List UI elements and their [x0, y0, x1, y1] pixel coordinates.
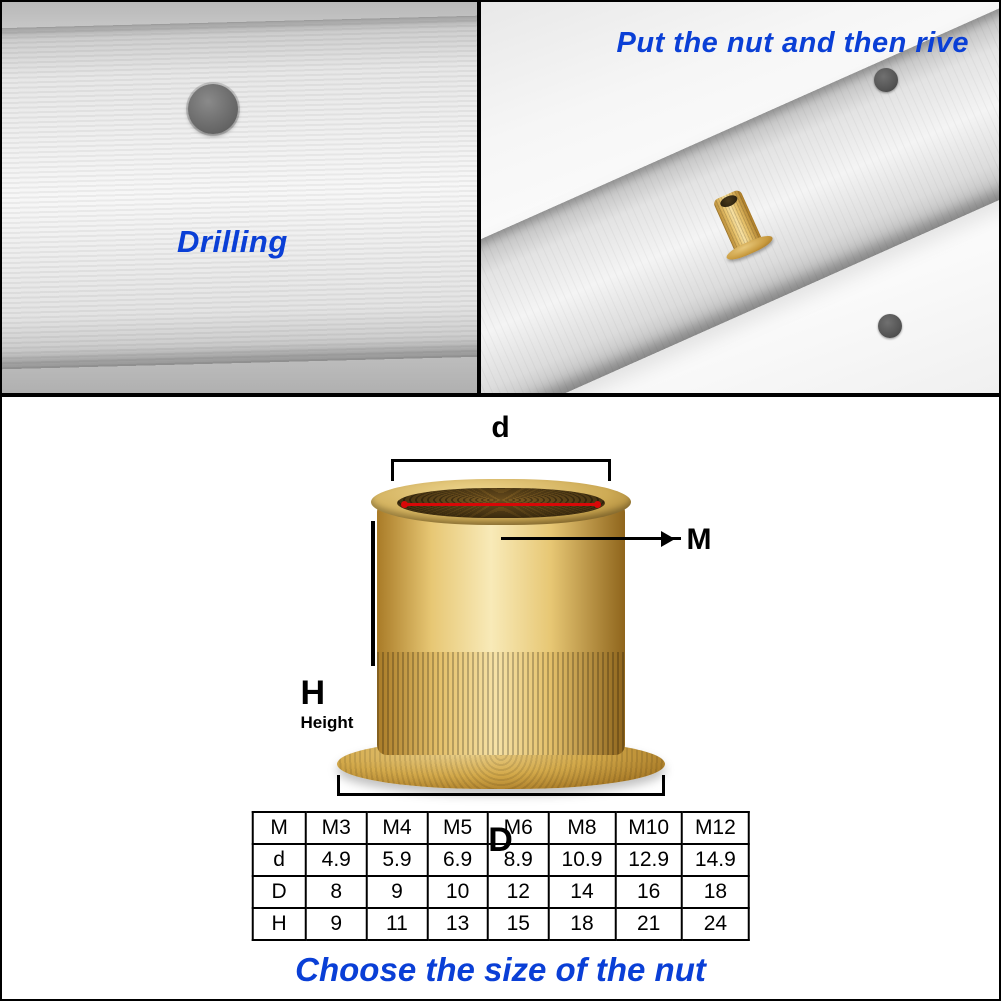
dimension-section: d H Height	[2, 397, 999, 999]
bar-hole-bottom	[878, 314, 902, 338]
table-cell: 8	[306, 876, 367, 908]
dim-d-bracket	[391, 447, 611, 473]
bar-hole-top	[874, 68, 898, 92]
metal-bar-photo	[2, 15, 481, 370]
step-label-insert: Put the nut and then rive	[617, 27, 969, 60]
table-cell: 16	[615, 876, 682, 908]
table-cell: 14	[549, 876, 616, 908]
table-cell: M3	[306, 812, 367, 844]
table-cell: 13	[427, 908, 488, 940]
step-label-drilling: Drilling	[177, 224, 288, 260]
table-cell: M	[252, 812, 306, 844]
infographic-container: Drilling Put the nut and then rive d H	[0, 0, 1001, 1001]
dim-m-label: M	[687, 523, 712, 557]
table-cell: M12	[682, 812, 749, 844]
table-cell: M8	[549, 812, 616, 844]
step-insert-panel: Put the nut and then rive	[481, 2, 999, 393]
table-cell: 18	[549, 908, 616, 940]
table-cell: 8.9	[488, 844, 549, 876]
table-cell: 9	[367, 876, 428, 908]
table-cell: 24	[682, 908, 749, 940]
table-cell: M6	[488, 812, 549, 844]
table-cell: d	[252, 844, 306, 876]
dim-m-redline	[403, 503, 599, 506]
table-cell: M10	[615, 812, 682, 844]
step-drilling-panel: Drilling	[2, 2, 481, 393]
table-cell: 10	[427, 876, 488, 908]
table-cell: D	[252, 876, 306, 908]
table-row: D 8 9 10 12 14 16 18	[252, 876, 749, 908]
table-row: M M3 M4 M5 M6 M8 M10 M12	[252, 812, 749, 844]
dim-d-label: d	[241, 411, 761, 445]
drilled-hole	[188, 84, 238, 134]
top-steps-row: Drilling Put the nut and then rive	[2, 2, 999, 397]
table-cell: M5	[427, 812, 488, 844]
table-cell: 12	[488, 876, 549, 908]
table-cell: H	[252, 908, 306, 940]
dimension-stage: d H Height	[241, 411, 761, 860]
rivet-nut-diagram	[351, 479, 651, 789]
size-table: M M3 M4 M5 M6 M8 M10 M12 d 4.9 5.9 6.9 8…	[251, 811, 750, 941]
table-cell: M4	[367, 812, 428, 844]
dim-m-arrow	[501, 537, 681, 540]
dim-h-label: H	[301, 674, 354, 713]
table-cell: 10.9	[549, 844, 616, 876]
table-cell: 9	[306, 908, 367, 940]
table-cell: 12.9	[615, 844, 682, 876]
dim-h-block: H Height	[301, 674, 354, 733]
table-row: d 4.9 5.9 6.9 8.9 10.9 12.9 14.9	[252, 844, 749, 876]
table-cell: 14.9	[682, 844, 749, 876]
table-row: H 9 11 13 15 18 21 24	[252, 908, 749, 940]
table-cell: 21	[615, 908, 682, 940]
caption: Choose the size of the nut	[2, 951, 999, 989]
table-cell: 11	[367, 908, 428, 940]
table-cell: 18	[682, 876, 749, 908]
table-cell: 15	[488, 908, 549, 940]
table-cell: 4.9	[306, 844, 367, 876]
table-cell: 6.9	[427, 844, 488, 876]
dim-h-sublabel: Height	[301, 713, 354, 733]
table-cell: 5.9	[367, 844, 428, 876]
